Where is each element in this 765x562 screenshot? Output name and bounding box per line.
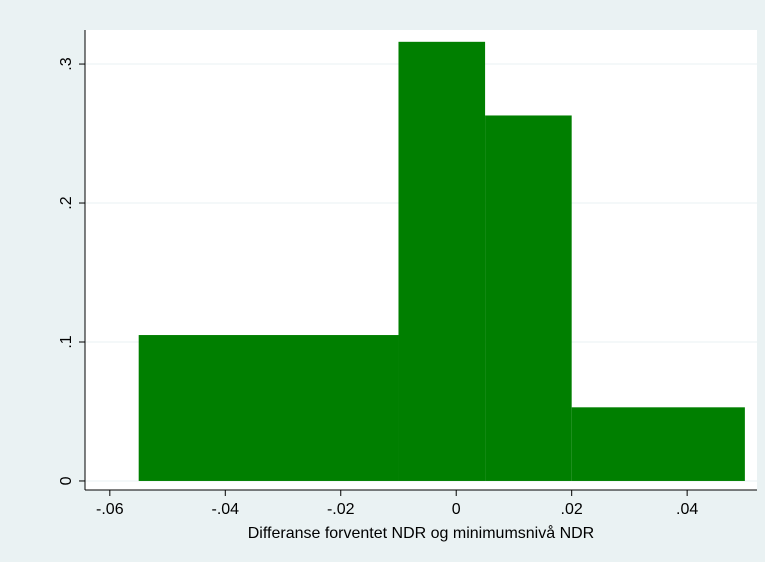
bar bbox=[571, 407, 745, 481]
x-tick-label: .02 bbox=[561, 501, 583, 518]
x-tick-label: .04 bbox=[676, 501, 698, 518]
bar bbox=[485, 115, 572, 481]
y-tick-label: 0 bbox=[58, 476, 75, 485]
y-tick-label: .1 bbox=[58, 335, 75, 348]
bar bbox=[138, 335, 399, 481]
x-tick-label: 0 bbox=[452, 501, 461, 518]
bar bbox=[398, 41, 486, 481]
x-tick-label: -.04 bbox=[211, 501, 239, 518]
x-tick-label: -.06 bbox=[96, 501, 124, 518]
y-tick-label: .2 bbox=[58, 196, 75, 209]
x-tick-label: -.02 bbox=[327, 501, 355, 518]
x-axis-label: Differanse forventet NDR og minimumsnivå… bbox=[248, 524, 594, 542]
y-tick-label: .3 bbox=[58, 57, 75, 70]
